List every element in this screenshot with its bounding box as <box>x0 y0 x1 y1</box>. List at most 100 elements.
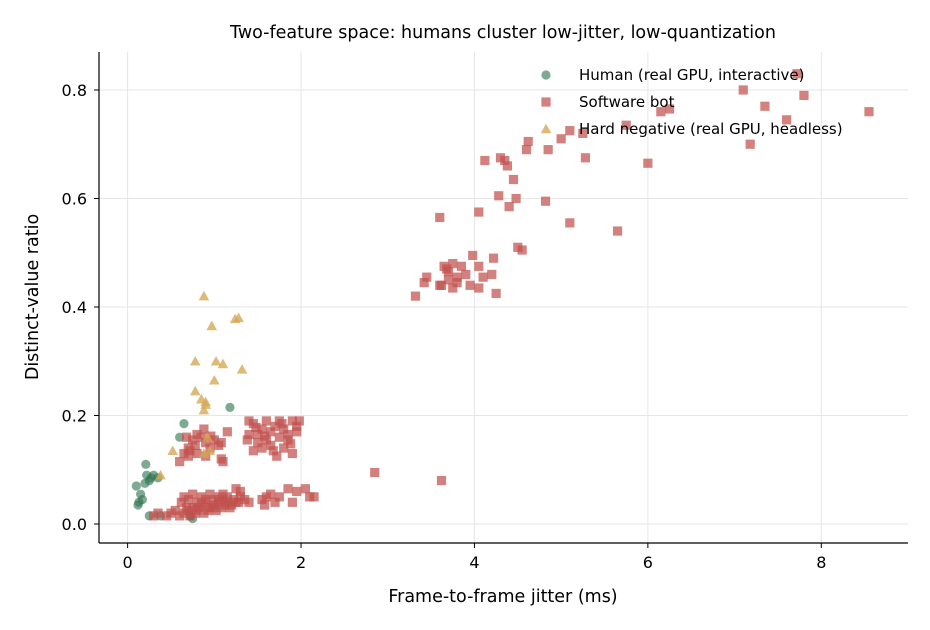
square-point <box>799 90 809 101</box>
triangle-point <box>229 313 241 324</box>
square-point <box>287 497 297 507</box>
square-point <box>738 85 748 95</box>
square-point <box>419 277 429 288</box>
square-point <box>199 424 209 434</box>
triangle-point <box>198 404 210 415</box>
square-point <box>253 429 263 440</box>
legend-label: Human (real GPU, interactive) <box>579 66 805 84</box>
square-point <box>205 489 215 499</box>
square-point <box>261 416 271 426</box>
square-point <box>760 101 770 111</box>
x-tick-label: 2 <box>296 553 306 572</box>
series-triangle <box>155 290 248 480</box>
square-point <box>196 432 206 442</box>
square-point <box>244 497 254 507</box>
square-point <box>201 438 211 448</box>
square-point <box>540 196 551 206</box>
square-point <box>216 438 226 448</box>
legend-label: Hard negative (real GPU, headless) <box>579 120 843 138</box>
square-point <box>664 104 675 114</box>
square-point <box>225 503 235 513</box>
square-point <box>422 272 432 282</box>
square-point <box>500 155 510 166</box>
square-point <box>220 500 230 510</box>
square-point <box>218 457 228 467</box>
square-point <box>643 158 653 168</box>
circle-point <box>179 419 189 429</box>
ticks: 0 2 4 6 8 0.0 0.2 0.4 0.6 0.8 <box>62 81 827 572</box>
square-point <box>260 500 270 510</box>
square-point <box>612 226 623 236</box>
square-point <box>580 153 591 163</box>
square-point <box>175 457 185 467</box>
square-point <box>745 139 755 149</box>
square-point <box>294 416 304 426</box>
square-point <box>578 128 588 138</box>
x-axis-label: Frame-to-frame jitter (ms) <box>388 587 617 607</box>
square-point <box>283 484 293 494</box>
circle-point <box>225 402 235 412</box>
square-point <box>468 250 478 261</box>
square-point <box>188 489 198 499</box>
square-point <box>153 508 163 518</box>
square-point <box>183 494 193 505</box>
square-point <box>190 508 200 518</box>
square-point <box>257 494 267 505</box>
square-point <box>257 443 267 453</box>
square-point <box>508 174 519 185</box>
square-point <box>300 484 310 494</box>
square-point <box>521 145 532 155</box>
y-tick-label: 0.6 <box>62 189 87 208</box>
square-point <box>502 161 513 171</box>
circle-point <box>141 459 151 469</box>
square-point <box>443 275 454 285</box>
square-point <box>556 134 566 144</box>
square-point <box>185 511 195 521</box>
square-point <box>517 245 527 255</box>
x-tick-label: 4 <box>469 553 479 572</box>
square-point <box>292 486 302 497</box>
square-point <box>228 494 238 505</box>
square-point <box>248 446 258 456</box>
square-point <box>474 283 484 293</box>
square-point <box>202 505 212 516</box>
triangle-point <box>155 469 166 480</box>
square-point <box>277 419 287 429</box>
legend-marker-triangle <box>540 123 552 134</box>
y-tick-label: 0.4 <box>62 298 87 317</box>
square-point <box>565 126 575 136</box>
y-axis-label: Distinct-value ratio <box>23 214 43 380</box>
square-point <box>266 427 276 437</box>
square-point <box>235 486 245 497</box>
square-point <box>211 505 221 516</box>
triangle-point <box>206 320 218 331</box>
square-point <box>442 264 452 274</box>
square-point <box>170 505 180 516</box>
square-point <box>465 280 475 290</box>
square-point <box>494 191 504 201</box>
square-point <box>292 427 302 437</box>
square-point <box>274 492 284 502</box>
axes <box>98 52 908 544</box>
square-point <box>190 440 200 450</box>
y-tick-label: 0.0 <box>62 515 87 534</box>
square-point <box>206 431 216 441</box>
square-point <box>218 489 228 499</box>
grid <box>99 52 908 543</box>
square-point <box>656 107 666 117</box>
square-point <box>456 261 467 271</box>
square-point <box>234 497 244 507</box>
square-point <box>192 497 202 507</box>
square-point <box>452 277 462 288</box>
triangle-point <box>236 364 248 374</box>
square-point <box>523 136 533 147</box>
square-point <box>253 438 263 448</box>
square-point <box>792 69 802 79</box>
square-point <box>188 435 198 445</box>
legend-marker-circle <box>541 70 551 80</box>
triangle-point <box>200 399 211 409</box>
square-point <box>491 288 501 299</box>
square-point <box>452 272 462 282</box>
square-point <box>287 448 297 459</box>
triangle-point <box>198 448 210 458</box>
